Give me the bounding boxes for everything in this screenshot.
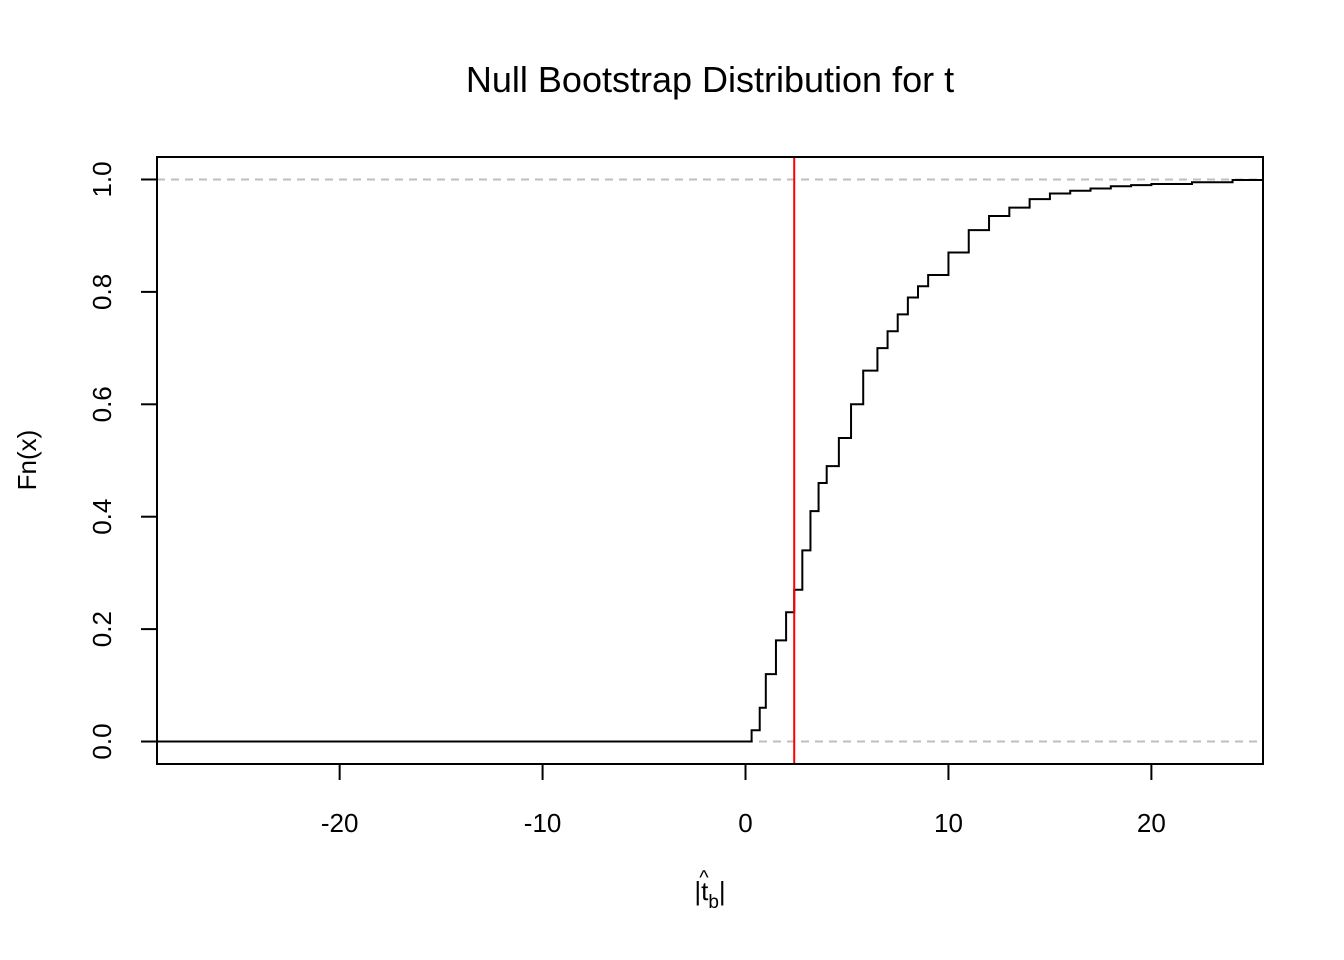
y-axis-label: Fn(x): [12, 430, 42, 491]
x-axis-label-sub: b: [708, 892, 719, 913]
y-tick-label: 1.0: [87, 161, 117, 197]
x-tick-label: 0: [738, 808, 752, 838]
x-axis-label: |tb| ^: [694, 867, 725, 913]
y-tick-label: 0.2: [87, 611, 117, 647]
plot-frame: [156, 156, 1264, 765]
chart-title: Null Bootstrap Distribution for t: [466, 59, 954, 100]
x-axis-label-bar-right: |: [719, 876, 726, 906]
x-tick-label: 20: [1137, 808, 1166, 838]
x-tick-label: -10: [524, 808, 562, 838]
x-axis-label-bar-left: |: [694, 876, 701, 906]
y-tick-label: 0.0: [87, 723, 117, 759]
ecdf-series-line-0: [157, 179, 1263, 743]
y-axis: 0.0 0.2 0.4 0.6 0.8 1.0: [87, 161, 157, 760]
x-axis-label-hat: ^: [699, 867, 709, 889]
x-axis-label-text: |tb|: [694, 876, 725, 913]
y-tick-label: 0.6: [87, 386, 117, 422]
x-tick-label: 10: [934, 808, 963, 838]
y-tick-label: 0.8: [87, 274, 117, 310]
x-axis-label-t: t: [701, 876, 709, 906]
x-axis: -20 -10 0 10 20: [321, 764, 1166, 838]
y-tick-label: 0.4: [87, 499, 117, 535]
x-tick-label: -20: [321, 808, 359, 838]
